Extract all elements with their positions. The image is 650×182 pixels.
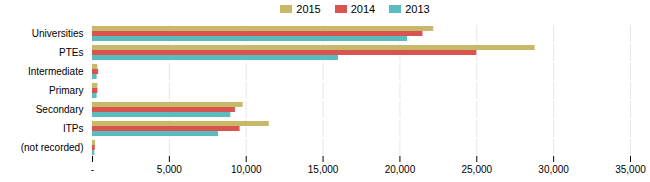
svg-text:35,000: 35,000 <box>615 164 646 175</box>
svg-text:-: - <box>91 164 94 175</box>
svg-text:Intermediate: Intermediate <box>28 66 84 77</box>
svg-text:5,000: 5,000 <box>157 164 182 175</box>
svg-text:30,000: 30,000 <box>538 164 569 175</box>
svg-text:20,000: 20,000 <box>385 164 416 175</box>
html-text:2015: 2015 <box>296 3 321 15</box>
svg-text:Secondary: Secondary <box>36 104 84 115</box>
html-text:2013: 2013 <box>405 3 430 15</box>
svg-text:(not recorded): (not recorded) <box>21 142 84 153</box>
svg-text:25,000: 25,000 <box>461 164 492 175</box>
svg-text:Universities: Universities <box>32 28 84 39</box>
svg-text:ITPs: ITPs <box>63 123 84 134</box>
svg-text:15,000: 15,000 <box>308 164 339 175</box>
svg-text:PTEs: PTEs <box>59 47 83 58</box>
svg-text:Primary: Primary <box>49 85 83 96</box>
svg-text:10,000: 10,000 <box>231 164 262 175</box>
html-text:2014: 2014 <box>350 3 376 15</box>
